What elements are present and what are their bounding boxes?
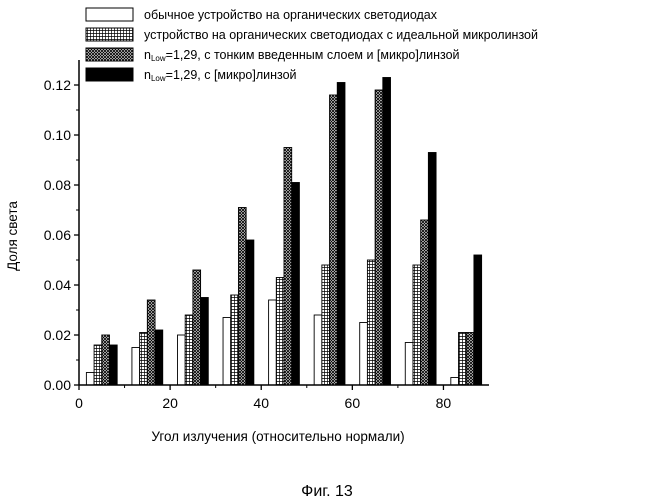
x-tick-label: 60 [345, 395, 361, 411]
bar-series-3-group-4 [237, 207, 247, 386]
bar-series-1-group-4 [222, 317, 232, 386]
bar-series-1-group-5 [268, 299, 277, 386]
bar-series-4-group-3 [200, 297, 209, 386]
legend-swatch-2 [85, 27, 134, 42]
bar-series-1-group-1 [85, 372, 95, 386]
bar-series-3-group-2 [146, 299, 156, 386]
bar-series-4-group-5 [291, 182, 300, 386]
bar-series-3-group-7 [374, 89, 384, 386]
legend-swatch-4 [85, 67, 134, 82]
y-axis-title: Доля света [5, 201, 20, 271]
x-tick-label: 0 [75, 395, 83, 411]
figure-caption: Фиг. 13 [301, 483, 353, 500]
bar-series-1-group-9 [450, 377, 459, 386]
bar-series-4-group-4 [245, 239, 255, 386]
bar-series-2-group-9 [458, 332, 467, 386]
legend-swatch-1 [85, 7, 134, 22]
bar-series-3-group-9 [465, 332, 475, 386]
bar-series-1-group-6 [313, 314, 323, 386]
x-tick-label: 40 [253, 395, 269, 411]
legend-label-1: обычное устройство на органических свето… [144, 8, 438, 22]
bar-series-3-group-3 [192, 269, 202, 386]
bar-series-3-group-5 [283, 147, 293, 386]
bar-series-2-group-5 [275, 277, 285, 386]
bar-series-4-group-1 [109, 344, 118, 386]
bar-series-4-group-2 [154, 329, 164, 386]
y-tick-label: 0.02 [44, 327, 71, 343]
legend: обычное устройство на органических свето… [85, 7, 538, 83]
bar-series-2-group-2 [139, 332, 148, 386]
bar-series-3-group-6 [329, 94, 338, 386]
bar-series-4-group-9 [473, 254, 483, 386]
bar-series-4-group-8 [427, 152, 437, 386]
bar-series-4-group-6 [336, 82, 346, 386]
bar-series-3-group-1 [101, 334, 110, 386]
y-tick-label: 0.00 [44, 377, 71, 393]
bar-series-4-group-7 [382, 77, 391, 386]
y-tick-label: 0.08 [44, 177, 71, 193]
bar-series-2-group-7 [366, 259, 376, 386]
bar-series-1-group-3 [177, 334, 186, 386]
y-tick-label: 0.10 [44, 127, 71, 143]
x-tick-label: 80 [436, 395, 452, 411]
bar-series-2-group-1 [93, 344, 103, 386]
bar-series-1-group-7 [359, 322, 368, 386]
legend-label-3: nLow=1,29, с тонким введенным слоем и [м… [144, 48, 460, 63]
x-axis-title: Угол излучения (относительно нормали) [151, 429, 404, 444]
bar-series-1-group-2 [131, 347, 141, 386]
x-tick-label: 20 [162, 395, 178, 411]
bars [85, 77, 483, 386]
bar-series-2-group-6 [321, 264, 331, 386]
bar-series-2-group-4 [230, 294, 239, 386]
legend-label-2: устройство на органических светодиодах с… [144, 28, 538, 42]
y-tick-label: 0.12 [44, 77, 71, 93]
bar-series-1-group-8 [404, 342, 414, 386]
axes: 0 20 40 60 80 0.00 0.02 0.04 0.06 0.08 0.10 0.12 [44, 60, 489, 411]
bar-series-3-group-8 [420, 219, 429, 386]
bar-series-2-group-8 [412, 264, 422, 386]
legend-label-4: nLow=1,29, с [микро]линзой [144, 68, 297, 83]
legend-swatch-3 [85, 47, 134, 62]
y-tick-label: 0.06 [44, 227, 71, 243]
bar-series-2-group-3 [184, 314, 194, 386]
y-tick-label: 0.04 [44, 277, 71, 293]
